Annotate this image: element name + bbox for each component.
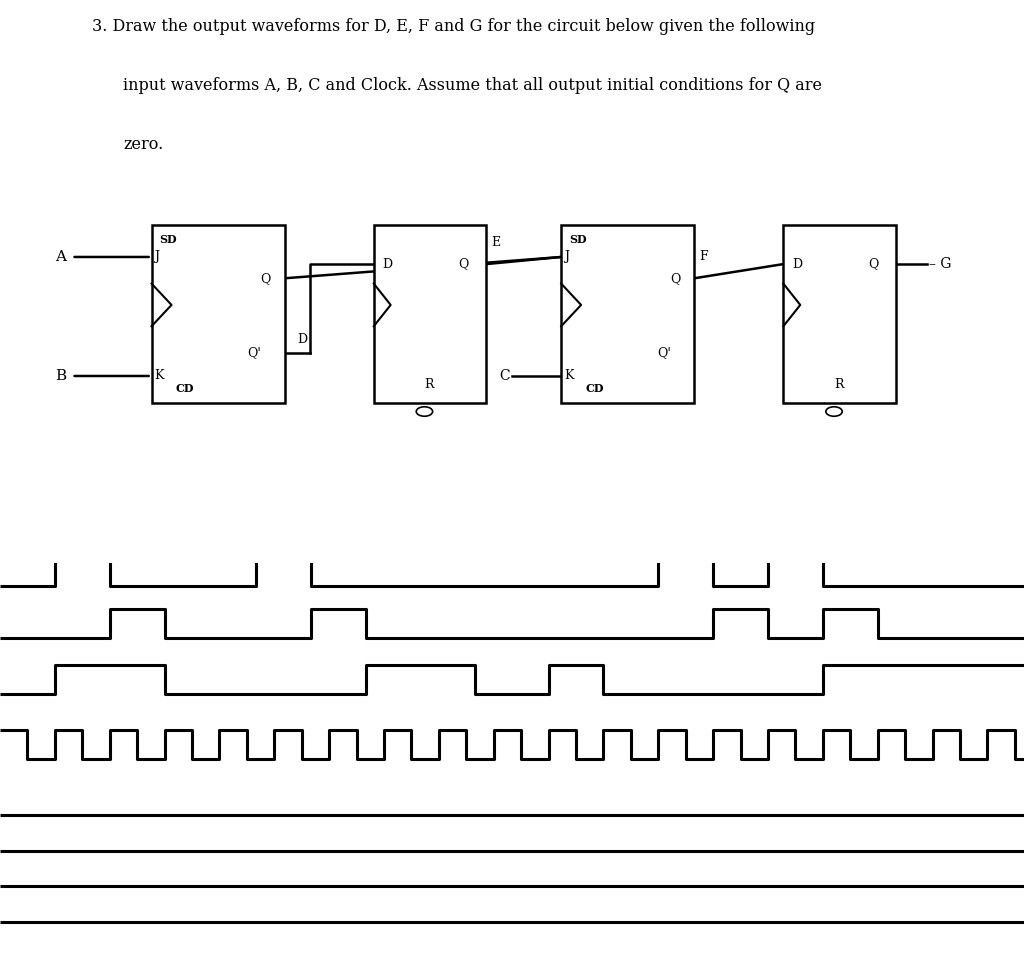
Text: Q: Q (459, 258, 469, 270)
Text: K: K (564, 370, 573, 383)
Bar (561, 225, 694, 403)
Bar (783, 225, 896, 403)
Text: CD: CD (585, 383, 603, 393)
Text: K: K (155, 370, 164, 383)
Text: R: R (834, 378, 844, 392)
Text: SD: SD (569, 234, 587, 244)
Text: Q': Q' (248, 347, 261, 359)
Text: 3. Draw the output waveforms for D, E, F and G for the circuit below given the f: 3. Draw the output waveforms for D, E, F… (92, 18, 815, 34)
Text: CD: CD (175, 383, 194, 393)
Text: D: D (793, 258, 803, 270)
Bar (374, 225, 486, 403)
Text: Q: Q (671, 272, 681, 285)
Text: Q: Q (261, 272, 271, 285)
Text: A: A (55, 250, 67, 264)
Text: zero.: zero. (123, 137, 163, 153)
Text: C: C (500, 369, 510, 383)
Text: F: F (699, 250, 708, 264)
Text: D: D (297, 332, 307, 346)
Text: Q: Q (868, 258, 879, 270)
Text: input waveforms A, B, C and Clock. Assume that all output initial conditions for: input waveforms A, B, C and Clock. Assum… (123, 77, 822, 94)
Circle shape (416, 407, 432, 416)
Bar (152, 225, 285, 403)
Text: – G: – G (929, 257, 951, 271)
Text: R: R (424, 378, 434, 392)
Circle shape (825, 407, 842, 416)
Text: B: B (55, 369, 67, 383)
Text: Q': Q' (657, 347, 671, 359)
Text: D: D (383, 258, 393, 270)
Text: J: J (564, 250, 568, 264)
Text: SD: SD (160, 234, 177, 244)
Text: E: E (492, 236, 501, 249)
Text: J: J (155, 250, 159, 264)
